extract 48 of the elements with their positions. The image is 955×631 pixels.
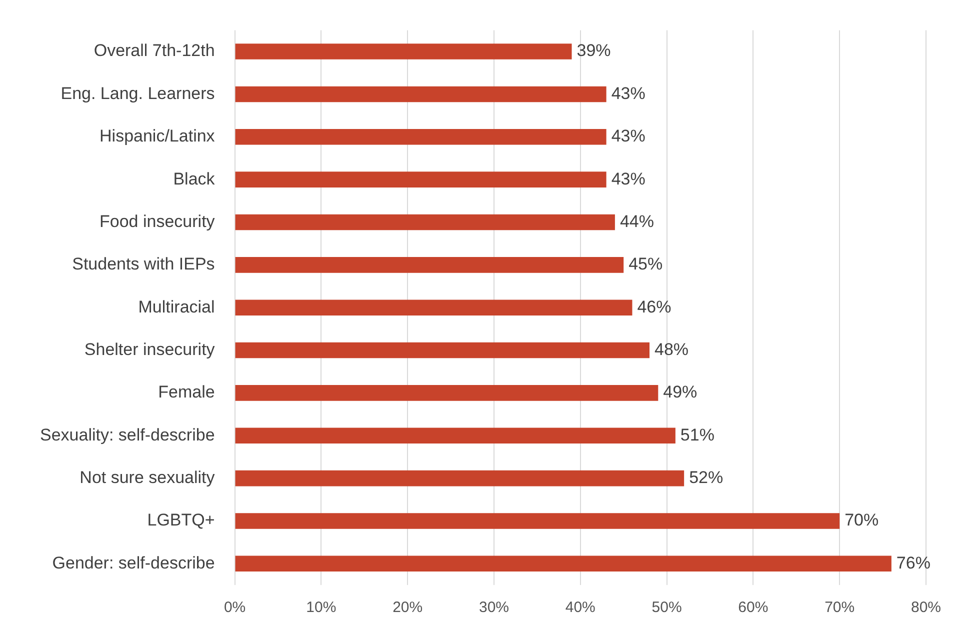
bar — [235, 385, 658, 401]
data-label: 45% — [628, 254, 663, 274]
data-label: 43% — [611, 126, 646, 146]
y-tick-label: Sexuality: self-describe — [40, 425, 215, 444]
bar — [235, 128, 606, 145]
y-tick-label: Eng. Lang. Learners — [60, 84, 215, 103]
x-tick-label: 50% — [652, 599, 682, 616]
data-label: 43% — [611, 84, 646, 103]
bar — [235, 257, 624, 273]
data-label: 52% — [689, 468, 724, 487]
bar — [235, 172, 606, 188]
y-tick-label: Multiracial — [138, 297, 215, 316]
y-tick-label: Hispanic/Latinx — [100, 126, 216, 146]
y-tick-label: Not sure sexuality — [80, 468, 216, 487]
x-tick-label: 70% — [824, 599, 855, 616]
y-tick-label: Food insecurity — [100, 212, 216, 231]
y-tick-label: Shelter insecurity — [84, 340, 216, 359]
x-tick-label: 30% — [478, 599, 510, 616]
data-label: 49% — [663, 382, 698, 402]
bar — [235, 300, 632, 316]
bar — [235, 214, 615, 230]
data-label: 46% — [637, 297, 672, 316]
y-tick-label: Black — [173, 169, 216, 188]
data-label: 43% — [611, 169, 646, 188]
data-label: 39% — [576, 41, 611, 60]
bar — [235, 342, 650, 358]
data-label: 51% — [680, 425, 714, 444]
y-tick-label: Overall 7th-12th — [94, 41, 215, 60]
x-tick-label: 0% — [224, 599, 246, 616]
x-tick-label: 80% — [910, 599, 942, 616]
bar — [235, 428, 676, 444]
y-tick-label: Gender: self-describe — [52, 553, 215, 572]
x-tick-label: 10% — [306, 599, 336, 616]
bar — [235, 556, 892, 572]
data-label: 76% — [896, 553, 930, 572]
bar — [235, 513, 840, 529]
x-tick-label: 40% — [565, 599, 596, 616]
bar — [235, 86, 606, 102]
bar — [235, 44, 572, 60]
data-label: 70% — [844, 510, 879, 530]
x-tick-label: 20% — [392, 599, 423, 616]
y-tick-label: Students with IEPs — [72, 254, 215, 274]
x-tick-label: 60% — [738, 599, 768, 616]
y-tick-label: Female — [158, 382, 215, 402]
bar — [235, 470, 684, 486]
data-label: 44% — [620, 212, 654, 231]
y-tick-label: LGBTQ+ — [147, 510, 215, 530]
data-label: 48% — [654, 340, 689, 359]
